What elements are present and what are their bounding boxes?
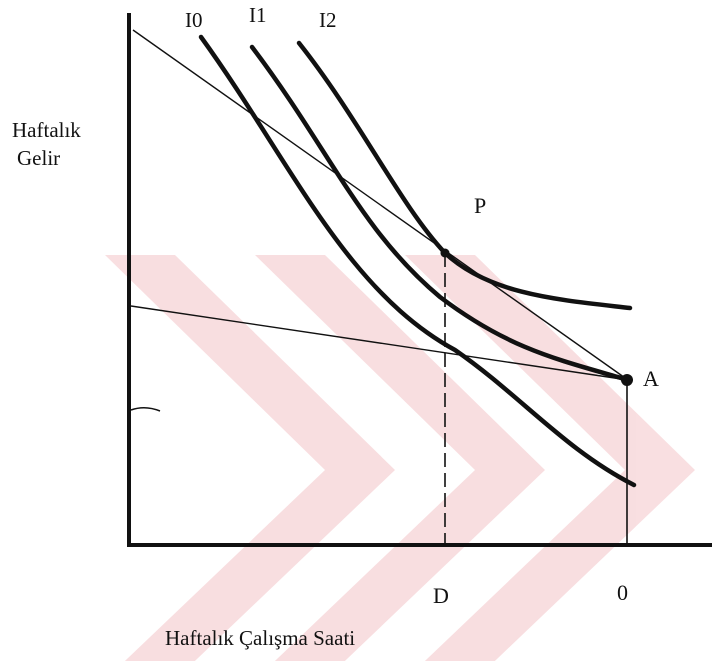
x-axis-title: Haftalık Çalışma Saati bbox=[165, 626, 355, 650]
label-i1: I1 bbox=[249, 3, 267, 27]
label-point-p: P bbox=[474, 193, 486, 218]
budget-line-low-wage bbox=[130, 305, 629, 381]
label-tick-d: D bbox=[433, 583, 449, 608]
label-i0: I0 bbox=[185, 8, 203, 32]
label-tick-zero: 0 bbox=[617, 580, 628, 605]
indifference-curve-i1 bbox=[249, 44, 631, 383]
y-axis-tick bbox=[130, 407, 161, 412]
point-p-marker bbox=[440, 248, 450, 258]
point-a-marker bbox=[621, 374, 633, 386]
watermark bbox=[105, 255, 695, 661]
indifference-curve-i0 bbox=[198, 34, 637, 488]
y-axis-title-line2: Gelir bbox=[17, 146, 60, 170]
label-point-a: A bbox=[643, 366, 659, 391]
budget-line-high-wage bbox=[132, 29, 629, 381]
y-axis-title-line1: Haftalık bbox=[12, 118, 81, 142]
label-i2: I2 bbox=[319, 8, 337, 32]
indifference-curve-i2 bbox=[296, 40, 633, 311]
